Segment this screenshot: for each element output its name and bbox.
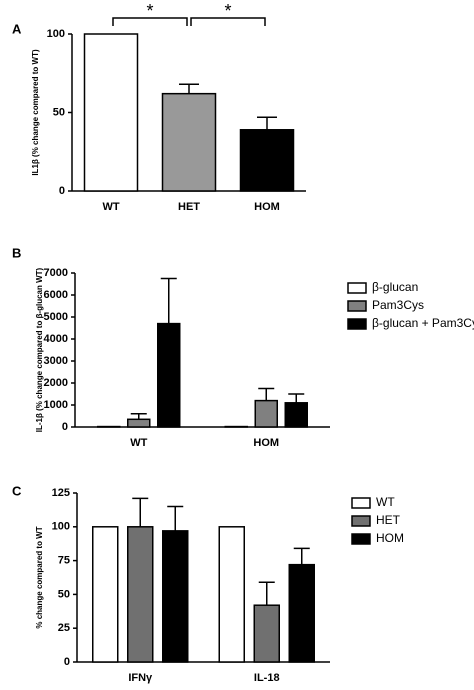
y-tick-label: 0 bbox=[59, 185, 65, 197]
bar bbox=[157, 322, 181, 428]
bar bbox=[83, 33, 139, 192]
error-bar bbox=[179, 83, 199, 94]
y-tick-label: 100 bbox=[47, 28, 65, 40]
bar bbox=[162, 530, 189, 663]
y-tick-label: 125 bbox=[52, 487, 70, 499]
y-tick-label: 4000 bbox=[44, 333, 68, 345]
error-bar bbox=[288, 393, 305, 403]
y-tick-label: 100 bbox=[52, 521, 70, 533]
legend-swatch bbox=[347, 300, 367, 312]
y-axis-label: % change compared to WT bbox=[35, 526, 44, 628]
x-tick-label: HOM bbox=[253, 437, 279, 449]
y-axis-label: IL-1β (% change compared to β-glucan WT) bbox=[35, 267, 44, 432]
error-bar bbox=[132, 497, 149, 527]
bar bbox=[288, 563, 315, 663]
y-tick-label: 2000 bbox=[44, 377, 68, 389]
significance-star: * bbox=[224, 1, 231, 21]
significance-bracket bbox=[112, 17, 188, 26]
y-axis-label: IL1β (% change compared to WT) bbox=[31, 49, 40, 176]
error-bar bbox=[258, 581, 275, 606]
significance-bracket bbox=[190, 17, 266, 26]
x-tick-label: IFNγ bbox=[128, 672, 153, 684]
y-tick-label: 75 bbox=[58, 555, 70, 567]
bar bbox=[127, 418, 151, 428]
x-tick-label: WT bbox=[102, 201, 119, 213]
y-tick-label: 0 bbox=[62, 421, 68, 433]
bar bbox=[161, 92, 217, 192]
bar bbox=[127, 526, 154, 663]
y-tick-label: 50 bbox=[53, 106, 65, 118]
legend-swatch bbox=[351, 515, 371, 527]
error-bar bbox=[258, 387, 275, 401]
x-tick-label: IL-18 bbox=[254, 672, 280, 684]
bar bbox=[92, 526, 119, 663]
error-bar bbox=[167, 505, 184, 531]
legend-label: WT bbox=[376, 495, 395, 509]
bar bbox=[284, 402, 308, 428]
y-tick-label: 50 bbox=[58, 588, 70, 600]
y-tick-label: 6000 bbox=[44, 289, 68, 301]
legend-label: HOM bbox=[376, 531, 404, 545]
x-tick-label: HET bbox=[178, 201, 200, 213]
legend-label: β-glucan bbox=[372, 280, 418, 294]
legend-swatch bbox=[351, 533, 371, 545]
legend-swatch bbox=[351, 497, 371, 509]
bar bbox=[253, 604, 280, 663]
panel-label: C bbox=[12, 483, 22, 498]
legend-label: Pam3Cys bbox=[372, 298, 424, 312]
x-tick-label: WT bbox=[130, 437, 147, 449]
legend-swatch bbox=[347, 282, 367, 294]
bar bbox=[239, 129, 295, 192]
bar bbox=[254, 399, 278, 428]
y-tick-label: 7000 bbox=[44, 267, 68, 279]
y-tick-label: 25 bbox=[58, 622, 70, 634]
panel-label: A bbox=[12, 21, 22, 36]
y-tick-label: 5000 bbox=[44, 311, 68, 323]
legend-swatch bbox=[347, 318, 367, 330]
error-bar bbox=[130, 413, 147, 420]
error-bar bbox=[293, 547, 310, 565]
y-tick-label: 0 bbox=[64, 656, 70, 668]
y-tick-label: 3000 bbox=[44, 355, 68, 367]
bar bbox=[218, 526, 245, 663]
legend-label: HET bbox=[376, 513, 401, 527]
y-tick-label: 1000 bbox=[44, 399, 68, 411]
x-tick-label: HOM bbox=[254, 201, 280, 213]
legend-label: β-glucan + Pam3Cys bbox=[372, 316, 474, 330]
error-bar bbox=[257, 116, 277, 130]
panel-label: B bbox=[12, 245, 21, 260]
error-bar bbox=[160, 277, 177, 324]
significance-star: * bbox=[146, 1, 153, 21]
